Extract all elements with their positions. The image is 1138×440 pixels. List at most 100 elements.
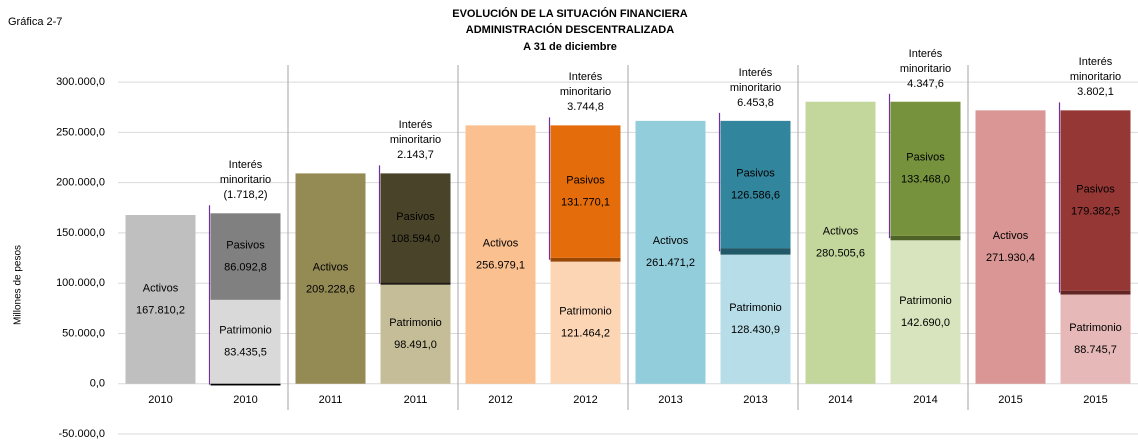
value-label: 121.464,2 xyxy=(561,328,610,340)
x-tick-label: 2011 xyxy=(319,394,343,406)
value-label: 126.586,6 xyxy=(731,189,780,201)
annotation-name: Interés minoritario xyxy=(1069,56,1122,84)
value-label: 179.382,5 xyxy=(1071,205,1120,217)
segment-name: Pasivos xyxy=(1076,183,1115,195)
annotation: Interés minoritario 3.744,8 xyxy=(531,70,641,115)
x-tick-label: 2012 xyxy=(488,394,512,406)
bar-segment xyxy=(465,125,536,384)
value-label: 108.594,0 xyxy=(391,233,440,245)
value-label: 88.745,7 xyxy=(1074,344,1117,356)
bar-segment xyxy=(635,120,706,384)
segment-name: Patrimonio xyxy=(899,295,952,307)
annotation-name: Interés minoritario xyxy=(389,119,442,147)
annotation: Interés minoritario 3.802,1 xyxy=(1041,55,1138,100)
x-tick-label: 2013 xyxy=(743,394,767,406)
segment-name: Activos xyxy=(993,230,1029,242)
segment-name: Activos xyxy=(653,235,689,247)
value-label: 86.092,8 xyxy=(224,261,267,273)
y-tick-label: -50.000,0 xyxy=(59,428,105,440)
chart-subtitle: A 31 de diciembre xyxy=(523,41,617,53)
segment-name: Pasivos xyxy=(906,152,945,164)
annotation-value: 2.143,7 xyxy=(397,149,434,162)
segment-name: Patrimonio xyxy=(1069,322,1122,334)
bar-segment xyxy=(380,284,451,384)
bar-segment xyxy=(1060,290,1131,295)
x-tick-label: 2010 xyxy=(148,394,172,406)
annotation-value: 3.744,8 xyxy=(567,101,604,114)
segment-name: Patrimonio xyxy=(729,302,782,314)
chart-title: ADMINISTRACIÓN DESCENTRALIZADA xyxy=(466,23,674,36)
y-tick-label: 300.000,0 xyxy=(56,76,105,88)
value-label: 256.979,1 xyxy=(476,259,525,271)
annotation-name: Interés minoritario xyxy=(729,66,782,94)
bar-segment xyxy=(890,235,961,241)
bar-segment xyxy=(1060,110,1131,291)
annotation-name: Interés minoritario xyxy=(559,71,612,99)
value-label: 167.810,2 xyxy=(136,304,185,316)
segment-name: Pasivos xyxy=(736,167,775,179)
bar-segment xyxy=(1060,294,1131,384)
segment-name: Pasivos xyxy=(226,239,265,251)
bar-segment xyxy=(720,120,791,249)
bar-segment xyxy=(550,125,621,258)
bar-segment xyxy=(890,101,961,236)
y-axis-label: Millones de pesos xyxy=(13,245,24,325)
y-tick-label: 200.000,0 xyxy=(56,177,105,189)
bar-segment xyxy=(720,254,791,384)
annotation: Interés minoritario 4.347,6 xyxy=(871,47,981,92)
annotation-value: 4.347,6 xyxy=(907,77,944,90)
x-tick-label: 2014 xyxy=(913,394,937,406)
value-label: 261.471,2 xyxy=(646,257,695,269)
annotation-value: (1.718,2) xyxy=(223,189,268,202)
bar-segment xyxy=(380,282,451,285)
bar-segment xyxy=(975,110,1046,384)
bar-segment xyxy=(210,299,281,384)
annotation-name: Interés minoritario xyxy=(219,159,272,187)
segment-name: Activos xyxy=(823,226,859,238)
segment-name: Activos xyxy=(143,282,179,294)
bar-segment xyxy=(805,101,876,384)
bar-segment xyxy=(125,215,196,384)
segment-name: Patrimonio xyxy=(389,317,442,329)
x-tick-label: 2014 xyxy=(828,394,852,406)
bar-segment xyxy=(210,383,281,386)
annotation-name: Interés minoritario xyxy=(899,47,952,75)
x-tick-label: 2013 xyxy=(658,394,682,406)
value-label: 209.228,6 xyxy=(306,283,355,295)
bar-segment xyxy=(380,173,451,283)
y-tick-label: 250.000,0 xyxy=(56,126,105,138)
segment-name: Activos xyxy=(483,237,519,249)
annotation-value: 3.802,1 xyxy=(1077,86,1114,99)
bar-segment xyxy=(295,173,366,384)
value-label: 83.435,5 xyxy=(224,347,267,359)
figure-label: Gráfica 2-7 xyxy=(8,16,62,28)
value-label: 271.930,4 xyxy=(986,252,1035,264)
value-label: 142.690,0 xyxy=(901,317,950,329)
y-tick-label: 0,0 xyxy=(90,378,105,390)
bar-segment xyxy=(550,261,621,384)
chart-title: EVOLUCIÓN DE LA SITUACIÓN FINANCIERA xyxy=(452,7,688,20)
segment-name: Pasivos xyxy=(566,175,605,187)
segment-name: Patrimonio xyxy=(219,325,272,337)
x-tick-label: 2011 xyxy=(404,394,428,406)
value-label: 280.505,6 xyxy=(816,248,865,260)
annotation: Interés minoritario 6.453,8 xyxy=(701,66,811,111)
x-tick-label: 2012 xyxy=(573,394,597,406)
y-tick-label: 150.000,0 xyxy=(56,227,105,239)
y-tick-label: 50.000,0 xyxy=(62,327,105,339)
bar-segment xyxy=(550,257,621,262)
value-label: 98.491,0 xyxy=(394,339,437,351)
value-label: 131.770,1 xyxy=(561,197,610,209)
value-label: 133.468,0 xyxy=(901,174,950,186)
segment-name: Patrimonio xyxy=(559,306,612,318)
y-tick-label: 100.000,0 xyxy=(56,277,105,289)
bar-segment xyxy=(890,240,961,384)
x-tick-label: 2015 xyxy=(998,394,1022,406)
value-label: 128.430,9 xyxy=(731,324,780,336)
bar-segment xyxy=(210,213,281,300)
segment-name: Activos xyxy=(313,261,349,273)
x-tick-label: 2010 xyxy=(233,394,257,406)
annotation: Interés minoritario 2.143,7 xyxy=(361,118,471,163)
x-tick-label: 2015 xyxy=(1083,394,1107,406)
